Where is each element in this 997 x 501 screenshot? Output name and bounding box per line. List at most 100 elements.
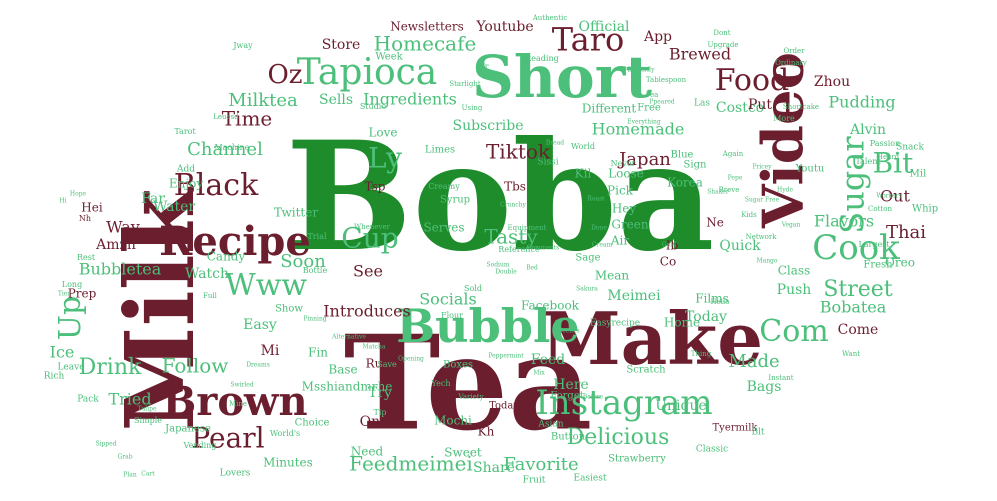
word-butterfly: Butterfly <box>628 67 656 74</box>
word-whenever: Whenever <box>354 223 391 231</box>
word-make: Make <box>541 296 763 381</box>
word-tiktok: Tiktok <box>486 140 551 164</box>
word-co: Co <box>660 255 676 269</box>
word-add: Add <box>176 165 195 175</box>
word-trial: Trial <box>307 232 326 241</box>
word-love: Love <box>368 126 397 140</box>
word-way: Way <box>106 218 140 237</box>
word-homemade: Homemade <box>592 120 685 139</box>
word-sodium: Sodium <box>486 262 509 269</box>
word-pepe: Pepe <box>728 175 743 182</box>
word-ru: Ru <box>366 357 383 371</box>
word-tasty: Tasty <box>484 225 538 249</box>
word-watch: Watch <box>185 266 229 282</box>
word-creamy: Creamy <box>428 182 460 191</box>
word-double: Double <box>495 269 517 276</box>
word-bubbletea: Bubbletea <box>79 260 162 279</box>
word-class: Class <box>778 264 811 278</box>
word-order: Order <box>783 47 805 55</box>
word-tarot: Tarot <box>174 127 196 136</box>
word-pearl: Pearl <box>191 422 264 455</box>
word-street: Street <box>823 277 892 302</box>
word-more: More <box>773 114 795 123</box>
word-brown: Brown <box>162 378 307 425</box>
word-app: App <box>643 29 672 45</box>
word-bobatea: Bobatea <box>820 298 887 317</box>
word-leuesd: Leuesd <box>213 113 239 121</box>
word-minutes: Minutes <box>263 456 313 470</box>
word-sipped: Sipped <box>95 441 116 448</box>
word-time: Time <box>222 107 273 131</box>
word-oz: Oz <box>267 60 302 90</box>
word-roast: Roast <box>587 196 605 203</box>
word-bubble: Bubble <box>396 299 579 353</box>
word-milktea: Milktea <box>228 90 298 111</box>
word-www: Www <box>225 268 308 303</box>
word-youtu: Youtu <box>795 164 825 175</box>
word-button: Button <box>551 432 586 443</box>
word-upgrade: Upgrade <box>707 41 738 49</box>
word-drink: Drink <box>79 355 142 380</box>
word-snack: Snack <box>896 143 924 153</box>
word-mochi: Mochi <box>434 414 472 428</box>
word-opening: Opening <box>398 356 424 363</box>
word-kids: Kids <box>741 211 757 219</box>
word-classic: Classic <box>696 445 728 455</box>
word-tsp: Tsp <box>365 180 386 194</box>
word-need: Need <box>351 445 384 459</box>
word-talent: Talent <box>855 157 881 166</box>
word-cart: Cart <box>141 471 155 478</box>
word-ice: Ice <box>50 343 75 362</box>
word-tip: Tip <box>373 408 386 417</box>
word-subscribe: Subscribe <box>452 118 523 134</box>
word-full: Full <box>203 292 218 300</box>
word-twitter: Twitter <box>274 206 318 220</box>
word-different: Different <box>582 102 637 116</box>
word-candy: Candy <box>207 250 246 264</box>
word-fin: Fin <box>308 346 328 360</box>
word-save: Save <box>377 360 397 369</box>
word-tea: Tea <box>344 307 593 460</box>
word-free: Free <box>637 103 661 114</box>
word-ppeared: Ppeared <box>649 99 674 106</box>
word-heard: Heard <box>877 153 900 161</box>
word-store: Store <box>322 37 361 53</box>
word-blt: Blt <box>751 428 764 438</box>
word-flour: Flour <box>441 311 463 320</box>
word-dreams: Dreams <box>246 362 270 369</box>
word-mean: Mean <box>595 269 630 283</box>
word-today: Today <box>685 309 727 325</box>
word-show: Show <box>275 304 303 315</box>
word-sold: Sold <box>464 284 482 293</box>
word-yech: Yech <box>431 379 451 388</box>
word-delicious: Delicious <box>567 425 670 450</box>
word-boba: Boba <box>286 109 715 285</box>
word-rest: Rest <box>77 253 96 262</box>
word-lovers: Lovers <box>220 469 251 479</box>
word-easiest: Easiest <box>574 474 607 484</box>
word-las: Las <box>694 99 710 109</box>
word-before: Before <box>583 394 604 401</box>
word-mil: Mil <box>910 169 927 180</box>
word-variety: Variety <box>457 393 483 401</box>
word-done: Done <box>591 225 607 232</box>
word-strawberry: Strawberry <box>608 454 666 465</box>
word-zhou: Zhou <box>814 74 850 90</box>
word-sells: Sells <box>319 92 353 108</box>
word-japanese: Japanese <box>164 424 211 435</box>
word-ne: Ne <box>706 216 724 230</box>
word-sakura: Sakura <box>576 286 598 293</box>
word-vending: Vending <box>183 441 217 450</box>
word-instant: Instant <box>768 374 793 382</box>
word-air: Air <box>610 234 630 248</box>
word-recipe: Recipe <box>159 218 311 265</box>
word-oreo: Oreo <box>885 256 915 270</box>
word-simple: Simple <box>134 416 162 425</box>
word-mix: Mix <box>533 370 545 377</box>
word-forget: Forget <box>550 391 584 402</box>
word-enjoy: Enjoy <box>169 177 203 191</box>
word-follow: Follow <box>162 354 229 378</box>
word-newsletters: Newsletters <box>390 20 464 34</box>
word-choice: Choice <box>295 418 330 429</box>
word-whip: Whip <box>912 204 938 215</box>
